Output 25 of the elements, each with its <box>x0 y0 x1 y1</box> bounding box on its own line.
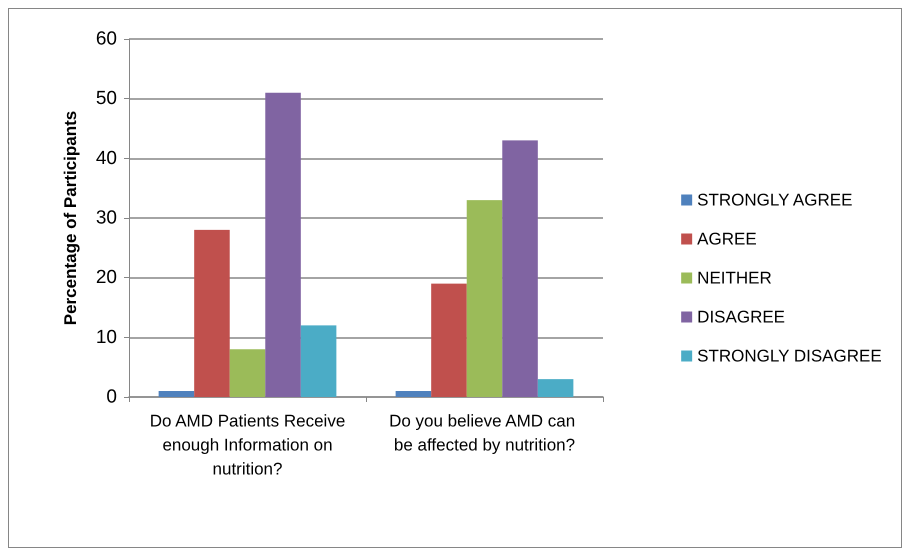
bar <box>502 140 538 397</box>
x-tick-label: Do you believe AMD can be affected by nutrition? <box>389 412 580 454</box>
bar <box>300 325 336 397</box>
y-tick-label: 60 <box>96 28 117 50</box>
bar <box>396 391 432 397</box>
bar <box>194 230 230 397</box>
y-tick-label: 40 <box>96 148 117 169</box>
y-tick-label: 0 <box>106 386 117 408</box>
y-axis-title: Percentage of Participants <box>61 110 80 326</box>
bar <box>538 379 574 397</box>
x-tick-label: Do AMD Patients Receive enough Information on nutrition? <box>150 412 346 478</box>
y-tick-label: 30 <box>96 208 117 228</box>
y-tick-label: 50 <box>96 88 117 110</box>
legend-label: STRONGLY AGREE <box>697 190 852 210</box>
y-tick-label: 20 <box>96 267 117 288</box>
bar <box>265 92 301 397</box>
bar <box>158 391 194 397</box>
bar <box>230 349 266 397</box>
legend-label: AGREE <box>697 230 757 248</box>
bar <box>431 284 467 397</box>
y-tick-label: 10 <box>96 326 117 348</box>
legend-label: NEITHER <box>697 268 772 288</box>
bar <box>466 200 502 397</box>
legend-label: DISAGREE <box>697 308 786 326</box>
legend-label: STRONGLY DISAGREE <box>697 346 882 366</box>
